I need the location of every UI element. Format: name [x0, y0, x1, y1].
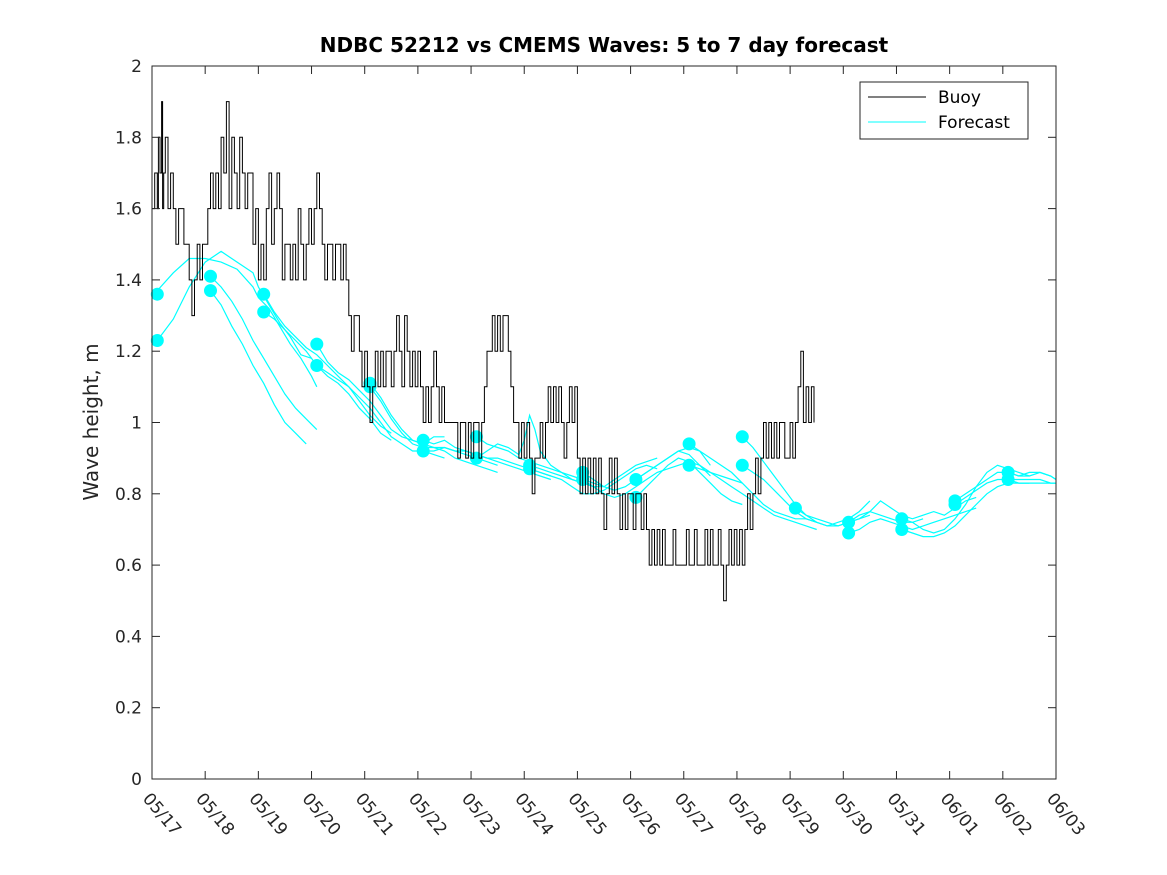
x-tick-label: 05/28	[723, 789, 770, 839]
forecast-marker	[150, 287, 164, 301]
x-tick-label: 05/22	[404, 789, 451, 839]
forecast-marker	[416, 433, 430, 447]
x-tick-label: 05/21	[351, 789, 398, 839]
forecast-line	[476, 413, 583, 484]
forecast-line	[210, 290, 307, 445]
x-tick-label: 05/29	[776, 789, 823, 839]
forecast-marker	[469, 430, 483, 444]
forecast-line	[156, 250, 312, 359]
forecast-line	[1007, 478, 1056, 484]
y-tick-label: 2	[131, 57, 142, 77]
forecast-marker	[416, 444, 430, 458]
forecast-marker	[310, 337, 324, 351]
legend: Buoy Forecast	[859, 81, 1029, 140]
forecast-line	[1007, 471, 1057, 481]
x-tick-label: 06/03	[1042, 789, 1089, 839]
forecast-marker	[895, 512, 909, 526]
forecast-marker	[842, 515, 856, 529]
forecast-marker	[204, 269, 217, 283]
forecast-line	[369, 386, 498, 473]
forecast-marker	[1001, 473, 1015, 486]
y-tick-label: 1.2	[115, 342, 142, 362]
forecast-line	[156, 257, 318, 388]
forecast-marker	[895, 523, 909, 536]
x-tick-label: 05/25	[564, 789, 611, 839]
forecast-marker	[257, 287, 271, 301]
legend-buoy-label: Buoy	[938, 88, 981, 108]
x-tick-label: 05/31	[883, 789, 930, 839]
buoy-series	[152, 101, 815, 602]
forecast-marker	[257, 305, 271, 319]
x-tick-label: 05/26	[617, 789, 664, 839]
forecast-marker	[469, 451, 483, 465]
x-tick-label: 05/23	[457, 789, 504, 839]
x-tick-label: 06/01	[936, 789, 983, 839]
y-tick-label: 1.8	[115, 128, 142, 148]
y-tick-label: 0.4	[115, 627, 142, 647]
forecast-line	[848, 507, 977, 534]
forecast-marker	[629, 473, 643, 486]
x-tick-label: 05/30	[829, 789, 876, 839]
forecast-marker	[682, 437, 696, 451]
forecast-marker	[842, 526, 856, 540]
forecast-marker	[735, 430, 749, 444]
forecast-series	[150, 250, 1057, 540]
forecast-line	[635, 450, 743, 484]
plot-area	[152, 66, 1056, 779]
legend-forecast-label: Forecast	[938, 113, 1010, 133]
y-tick-label: 1	[131, 414, 142, 434]
forecast-marker	[150, 334, 164, 347]
x-tick-label: 05/18	[191, 789, 238, 839]
forecast-line	[210, 275, 318, 431]
x-tick-label: 05/19	[245, 789, 292, 839]
y-tick-label: 1.6	[115, 200, 142, 220]
y-axis-label: Wave height, m	[79, 343, 103, 500]
x-tick-label: 05/20	[298, 789, 345, 839]
y-tick-label: 1.4	[115, 271, 142, 291]
forecast-marker	[310, 359, 324, 372]
buoy-line	[152, 101, 815, 602]
x-tick-label: 06/02	[989, 789, 1036, 839]
x-tick-label: 05/27	[670, 789, 717, 839]
forecast-marker	[682, 458, 696, 472]
forecast-marker	[948, 498, 962, 511]
y-tick-label: 0	[131, 770, 142, 790]
y-tick-label: 0.6	[115, 556, 142, 576]
forecast-marker	[735, 458, 749, 472]
y-tick-label: 0.2	[115, 699, 142, 719]
forecast-marker	[788, 501, 802, 515]
x-tick-label: 05/17	[138, 789, 185, 839]
chart-title: NDBC 52212 vs CMEMS Waves: 5 to 7 day fo…	[320, 33, 889, 57]
legend-box	[859, 81, 1029, 140]
x-tick-label: 05/24	[510, 789, 557, 839]
forecast-marker	[523, 462, 537, 476]
y-tick-label: 0.8	[115, 485, 142, 505]
forecast-marker	[204, 284, 217, 298]
